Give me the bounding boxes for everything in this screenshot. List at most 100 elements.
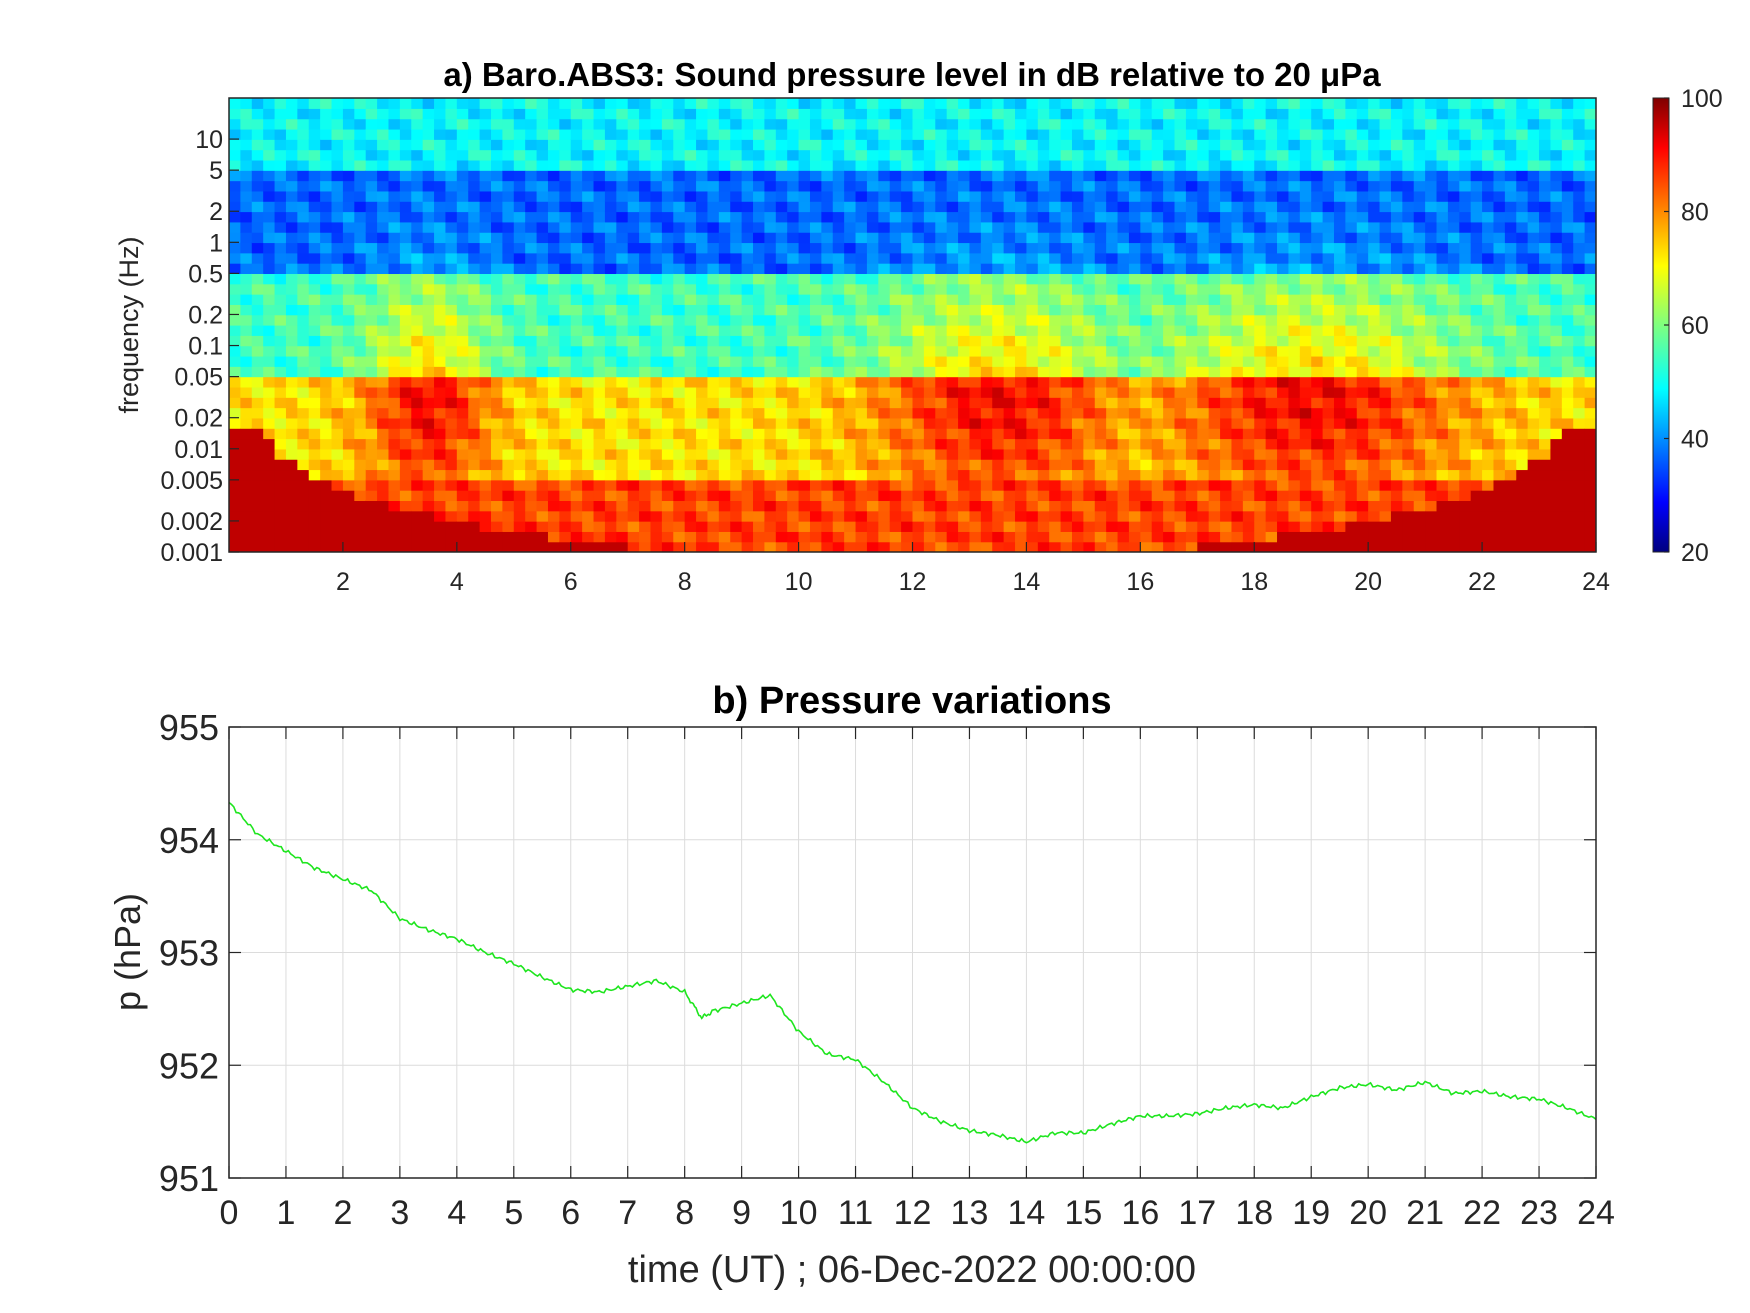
spectrogram-cell [331, 283, 344, 295]
spectrogram-cell [741, 407, 754, 419]
spectrogram-cell [536, 159, 549, 171]
spectrogram-cell [992, 417, 1005, 429]
spectrogram-cell [1504, 232, 1517, 244]
spectrogram-cell [1185, 263, 1198, 275]
spectrogram-cell [1516, 490, 1529, 502]
spectrogram-cell [308, 128, 321, 140]
spectrogram-cell [616, 159, 629, 171]
spectrogram-cell [1185, 118, 1198, 130]
spectrogram-cell [263, 190, 276, 202]
spectrogram-cell [1185, 459, 1198, 471]
spectrogram-cell [673, 118, 686, 130]
spectrogram-cell [809, 232, 822, 244]
spectrogram-cell [1470, 159, 1483, 171]
spectrogram-cell [980, 232, 993, 244]
spectrogram-cell [229, 448, 241, 460]
spectrogram-cell [456, 304, 469, 316]
spectrogram-cell [1288, 366, 1301, 378]
spectrogram-cell [1174, 345, 1187, 357]
spectrogram-cell [570, 479, 583, 491]
spectrogram-cell [832, 283, 845, 295]
spectrogram-cell [923, 98, 936, 109]
spectrogram-cell [855, 531, 868, 543]
spectrogram-cell [536, 263, 549, 275]
spectrogram-cell [1015, 263, 1028, 275]
spectrogram-cell [1333, 469, 1346, 481]
spectrogram-cell [718, 438, 731, 450]
spectrogram-cell [1220, 521, 1233, 532]
spectrogram-cell [969, 98, 982, 109]
spectrogram-cell [582, 325, 595, 336]
spectrogram-cell [627, 294, 640, 305]
spectrogram-cell [411, 459, 424, 471]
spectrogram-cell [775, 149, 788, 161]
spectrogram-cell [1333, 314, 1346, 326]
spectrogram-cell [1208, 428, 1221, 440]
spectrogram-cell [707, 201, 720, 213]
spectrogram-cell [604, 325, 617, 336]
spectrogram-cell [456, 325, 469, 336]
spectrogram-cell [1026, 232, 1039, 244]
spectrogram-cell [354, 118, 367, 130]
spectrogram-cell [422, 531, 435, 543]
spectrogram-cell [1356, 397, 1369, 409]
spectrogram-cell [696, 521, 709, 532]
spectrogram-cell [582, 541, 595, 552]
spectrogram-cell [1413, 190, 1426, 202]
spectrogram-cell [616, 221, 629, 233]
spectrogram-cell [1379, 469, 1392, 481]
spectrogram-cell [1174, 118, 1187, 130]
spectrogram-cell [570, 190, 583, 202]
spectrogram-cell [308, 541, 321, 552]
spectrogram-cell [969, 170, 982, 182]
spectrogram-cell [1390, 304, 1403, 316]
spectrogram-cell [251, 149, 264, 161]
spectrogram-cell [1163, 180, 1176, 192]
spectrogram-cell [661, 180, 674, 192]
spectrogram-cell [320, 170, 333, 182]
spectrogram-cell [1265, 139, 1278, 151]
spectrogram-cell [798, 211, 811, 223]
spectrogram-cell [1003, 510, 1016, 522]
spectrogram-cell [1265, 407, 1278, 419]
spectrogram-cell [1049, 469, 1062, 481]
spectrogram-cell [661, 521, 674, 532]
spectrogram-cell [411, 201, 424, 213]
spectrogram-cell [502, 252, 515, 264]
spectrogram-cell [923, 490, 936, 502]
spectrogram-cell [1197, 335, 1210, 347]
spectrogram-cell [912, 180, 925, 192]
spectrogram-cell [798, 407, 811, 419]
spectrogram-cell [559, 459, 572, 471]
spectrogram-cell [1071, 459, 1084, 471]
spectrogram-cell [1003, 108, 1016, 120]
spectrogram-cell [1094, 510, 1107, 522]
spectrogram-cell [1254, 221, 1267, 233]
spectrogram-cell [229, 221, 241, 233]
spectrogram-cell [1470, 500, 1483, 512]
spectrogram-cell [878, 376, 891, 388]
spectrogram-cell [1413, 521, 1426, 532]
spectrogram-cell [969, 521, 982, 532]
spectrogram-cell [946, 211, 959, 223]
spectrogram-cell [946, 541, 959, 552]
spectrogram-cell [1311, 159, 1324, 171]
spectrogram-cell [901, 263, 914, 275]
spectrogram-cell [1094, 335, 1107, 347]
spectrogram-cell [1390, 541, 1403, 552]
spectrogram-cell [866, 479, 879, 491]
spectrogram-cell [1197, 108, 1210, 120]
spectrogram-cell [844, 242, 857, 254]
spectrogram-cell [1163, 98, 1176, 109]
spectrogram-cell [639, 201, 652, 213]
spectrogram-cell [1197, 190, 1210, 202]
spectrogram-cell [297, 376, 310, 388]
spectrogram-cell [1083, 500, 1096, 512]
spectrogram-cell [468, 355, 481, 367]
spectrogram-cell [1345, 469, 1358, 481]
spectrogram-cell [547, 283, 560, 295]
spectrogram-cell [1220, 211, 1233, 223]
spectrogram-cell [1003, 448, 1016, 460]
spectrogram-cell [1288, 386, 1301, 398]
spectrogram-cell [889, 438, 902, 450]
